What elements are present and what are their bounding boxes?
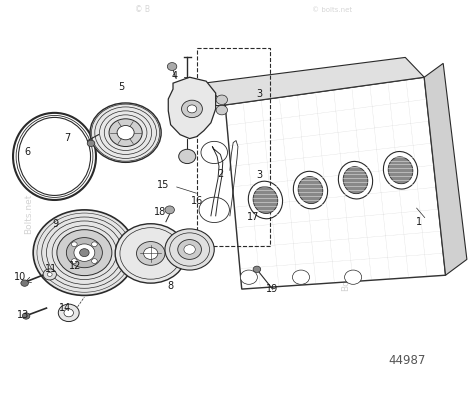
Text: Bolts.net: Bolts.net	[24, 194, 33, 234]
Circle shape	[43, 269, 56, 280]
Text: 19: 19	[266, 284, 279, 294]
Circle shape	[115, 224, 186, 283]
Circle shape	[184, 245, 195, 254]
Text: 14: 14	[59, 303, 72, 313]
Text: 13: 13	[17, 310, 29, 320]
Text: 15: 15	[157, 180, 170, 190]
Circle shape	[117, 126, 134, 140]
Ellipse shape	[298, 177, 323, 204]
Circle shape	[216, 95, 228, 105]
Circle shape	[167, 63, 177, 70]
Text: 12: 12	[69, 261, 81, 271]
Text: 2: 2	[217, 169, 224, 179]
Text: © bolts.net: © bolts.net	[312, 7, 352, 13]
Text: 1: 1	[417, 217, 422, 227]
Circle shape	[187, 105, 197, 113]
Text: 44987: 44987	[388, 354, 425, 367]
Text: 18: 18	[154, 207, 166, 217]
Text: Bolts.net: Bolts.net	[342, 251, 350, 291]
Circle shape	[72, 259, 77, 263]
Circle shape	[90, 103, 161, 162]
Ellipse shape	[388, 157, 413, 184]
Circle shape	[64, 309, 73, 317]
Circle shape	[47, 272, 52, 276]
Circle shape	[240, 270, 257, 284]
Circle shape	[253, 266, 261, 272]
Bar	[197, 48, 270, 246]
Circle shape	[57, 230, 112, 276]
Circle shape	[21, 280, 28, 286]
Circle shape	[178, 240, 201, 259]
Ellipse shape	[16, 116, 93, 197]
Circle shape	[74, 244, 95, 261]
Text: 6: 6	[25, 147, 30, 158]
Circle shape	[109, 119, 142, 147]
Circle shape	[91, 242, 97, 247]
Circle shape	[292, 270, 310, 284]
Ellipse shape	[338, 162, 373, 199]
Circle shape	[345, 270, 362, 284]
Polygon shape	[424, 63, 467, 275]
Text: 5: 5	[118, 82, 124, 92]
Text: 8: 8	[168, 281, 173, 291]
Circle shape	[80, 249, 89, 257]
Circle shape	[179, 149, 196, 164]
Text: 9: 9	[53, 219, 59, 229]
Text: 4: 4	[172, 71, 177, 81]
Circle shape	[72, 242, 77, 247]
Polygon shape	[204, 57, 424, 105]
Ellipse shape	[343, 167, 368, 194]
Ellipse shape	[383, 152, 418, 189]
Ellipse shape	[293, 171, 328, 209]
Ellipse shape	[109, 129, 142, 136]
Text: 10: 10	[14, 272, 26, 282]
Circle shape	[66, 238, 102, 268]
Circle shape	[216, 105, 228, 115]
Circle shape	[144, 248, 158, 259]
Circle shape	[87, 140, 95, 147]
Circle shape	[58, 304, 79, 322]
Text: 16: 16	[191, 196, 203, 206]
Circle shape	[137, 242, 165, 265]
Circle shape	[165, 206, 174, 214]
Ellipse shape	[108, 128, 143, 137]
Text: 3: 3	[257, 89, 263, 99]
Text: 3: 3	[257, 170, 263, 180]
Text: 17: 17	[247, 212, 260, 222]
Circle shape	[33, 210, 136, 295]
Polygon shape	[168, 77, 216, 139]
Ellipse shape	[59, 247, 110, 259]
Circle shape	[165, 229, 214, 270]
Ellipse shape	[248, 181, 283, 219]
Text: 7: 7	[64, 133, 71, 143]
Circle shape	[22, 313, 30, 319]
Ellipse shape	[253, 187, 278, 213]
Text: © B: © B	[135, 6, 150, 14]
Text: 11: 11	[45, 264, 57, 274]
Circle shape	[182, 100, 202, 118]
Polygon shape	[225, 77, 446, 289]
Circle shape	[91, 259, 97, 263]
